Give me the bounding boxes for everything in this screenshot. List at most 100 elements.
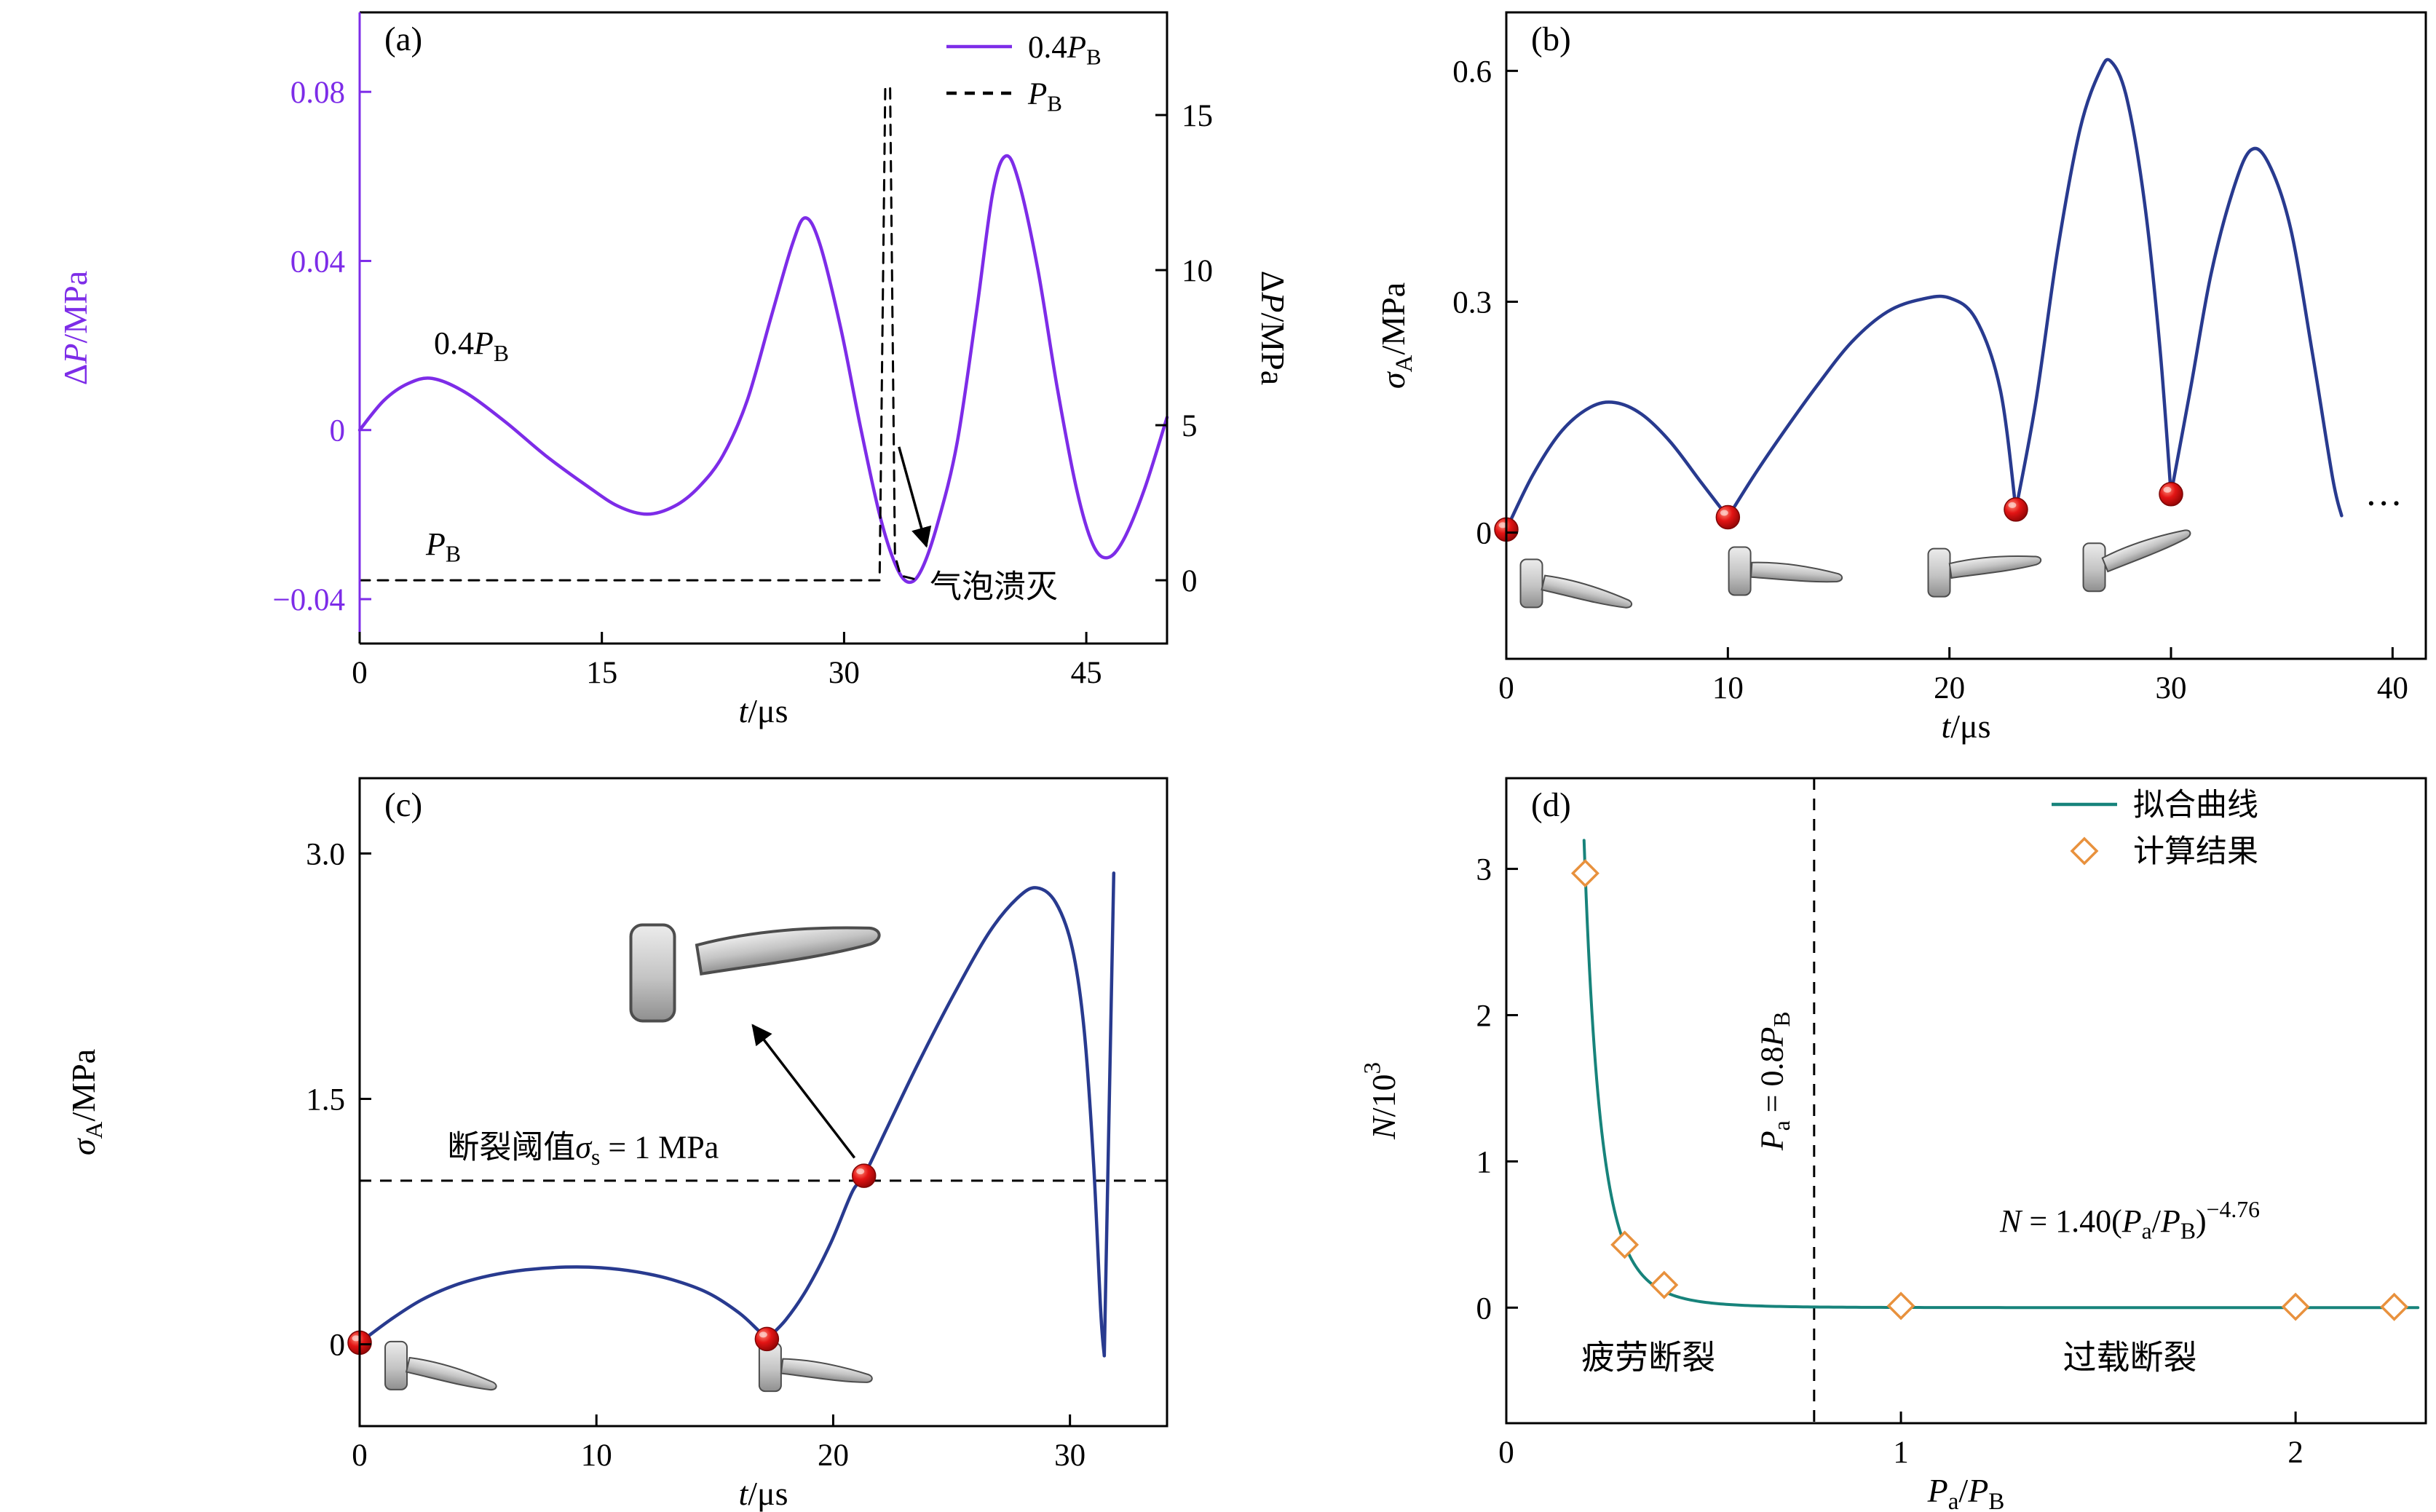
specimen-blade-group: [1948, 555, 2042, 579]
stress-curve: [357, 886, 1107, 1358]
annotation-arrow: [898, 446, 932, 548]
red-marker-highlight: [2008, 502, 2017, 508]
x-tick-label: 30: [2156, 671, 2187, 705]
diamond-marker: [2070, 836, 2099, 866]
specimen-blade-group: [780, 1358, 873, 1383]
label-04PB: 0.4PB: [434, 325, 509, 366]
y-axis-label: σA/MPa: [1375, 282, 1417, 389]
specimen-head: [1519, 558, 1543, 609]
ellipsis: ···: [2365, 483, 2403, 525]
specimen-icon: [758, 1342, 873, 1393]
specimen-blade: [780, 1358, 873, 1383]
plot-frame: [360, 11, 1168, 645]
y-tick-label: 1.5: [306, 1083, 345, 1117]
y-tick-label: 1: [1476, 1145, 1492, 1179]
y-tick-label: 0: [330, 414, 346, 448]
plot-frame: [358, 777, 1168, 1428]
y-tick-label: 3: [1476, 853, 1492, 887]
label-fracture-threshold: 断裂阈值σs = 1 MPa: [447, 1129, 719, 1170]
specimen-icon: [629, 923, 881, 1023]
label-Pa-08PB: Pa = 0.8PB: [1754, 1011, 1795, 1151]
red-marker: [754, 1326, 780, 1352]
panel-d: N = 1.40(Pa/PB)−4.76 疲劳断裂 过载断裂 Pa = 0.8PB 0 1…: [1359, 777, 2427, 1512]
red-marker-highlight: [352, 1335, 360, 1342]
y-tick-label: 0.6: [1452, 55, 1492, 89]
red-marker-highlight: [1498, 522, 1507, 529]
label-fatigue-fracture: 疲劳断裂: [1581, 1339, 1715, 1377]
specimen-blade: [1541, 574, 1633, 609]
label-PB: PB: [425, 526, 461, 567]
curve-PB: [358, 86, 918, 582]
red-marker-highlight: [2163, 486, 2172, 493]
y-tick-label: −0.04: [272, 583, 345, 617]
annotation-arrow: [751, 1024, 856, 1159]
red-marker: [2159, 482, 2183, 507]
y2-tick-label: 0: [1182, 564, 1198, 598]
panel-tag: (a): [384, 20, 422, 58]
specimen-blade-group: [695, 926, 881, 976]
panel-a: 0.4PB PB 气泡溃灭 0 15 30 45 0.08 0.04 0 −0.04 15 10 5 0 t/…: [57, 11, 1292, 729]
legend-label: 0.4PB: [1028, 31, 1102, 69]
specimen-icon: [1927, 547, 2042, 598]
y-tick-label: 2: [1476, 999, 1492, 1033]
specimen-blade-group: [1749, 561, 1843, 583]
y-axis-label: σA/MPa: [65, 1049, 108, 1155]
diamond-marker: [1650, 1270, 1679, 1299]
y-axis-label: N/103: [1359, 1062, 1402, 1140]
panel-tag: (b): [1531, 20, 1571, 58]
x-tick-label: 45: [1071, 656, 1102, 690]
x-axis-label: Pa/PB: [1927, 1472, 2005, 1512]
x-tick-label: 30: [829, 656, 860, 690]
specimen-head: [384, 1340, 408, 1390]
legend-label: 计算结果: [2133, 834, 2258, 869]
x-tick-label: 0: [352, 656, 368, 690]
panel-c: 断裂阈值σs = 1 MPa 0 10 20 30 3.0 1.5 0 t/μs σA/MPa (c…: [65, 777, 1168, 1512]
stress-spike: [1102, 871, 1116, 1358]
red-marker-highlight: [856, 1168, 865, 1175]
y-tick-label: 0.04: [290, 245, 345, 279]
y-tick-label: 3.0: [306, 837, 345, 871]
specimen-icon: [1728, 546, 1843, 596]
x-axis-label: t/μs: [738, 1475, 788, 1512]
specimen-icon: [384, 1340, 497, 1391]
specimen-blade: [405, 1356, 497, 1391]
x-tick-label: 0: [1498, 671, 1514, 705]
x-axis-label: t/μs: [1941, 708, 1990, 745]
x-tick-label: 30: [1054, 1438, 1085, 1473]
y2-axis-label: ΔP/MPa: [1254, 271, 1292, 385]
y-tick-label: 0.3: [1452, 285, 1492, 320]
plot-frame: [1505, 777, 2427, 1425]
specimen-icon: [1519, 558, 1633, 609]
y-tick-label: 0.08: [290, 76, 345, 110]
diamond-marker: [1886, 1291, 1915, 1321]
y2-tick-label: 15: [1182, 99, 1213, 133]
diamond-marker: [2380, 1292, 2409, 1321]
x-tick-label: 0: [1498, 1436, 1514, 1470]
x-tick-label: 20: [818, 1438, 849, 1473]
specimen-head: [2082, 542, 2106, 593]
red-marker-highlight: [759, 1331, 767, 1338]
x-tick-label: 2: [2287, 1436, 2303, 1470]
specimen-blade-group: [2101, 529, 2191, 573]
legend-label: 拟合曲线: [2133, 788, 2258, 823]
x-tick-label: 20: [1934, 671, 1965, 705]
y-tick-label: 0: [1476, 1291, 1492, 1326]
diamond-marker: [1610, 1230, 1640, 1259]
x-tick-label: 40: [2377, 671, 2408, 705]
diamond-marker: [2281, 1292, 2310, 1321]
x-tick-label: 10: [581, 1438, 612, 1473]
label-fit-equation: N = 1.40(Pa/PB)−4.76: [1999, 1197, 2260, 1243]
specimen-blade: [1948, 555, 2042, 579]
panel-tag: (d): [1531, 786, 1571, 824]
red-marker: [1715, 504, 1741, 530]
specimen-head: [629, 923, 676, 1023]
curve-0.4PB: [357, 154, 1169, 585]
x-tick-label: 15: [586, 656, 617, 690]
x-tick-label: 0: [352, 1438, 368, 1473]
specimen-blade: [1749, 561, 1843, 583]
specimen-blade: [2101, 529, 2191, 573]
x-axis-label: t/μs: [738, 692, 788, 729]
panel-b: 0 10 20 30 40 0.6 0.3 0 t/μs σA/MPa (b) ···: [1375, 11, 2427, 745]
specimen-head: [1927, 547, 1951, 598]
